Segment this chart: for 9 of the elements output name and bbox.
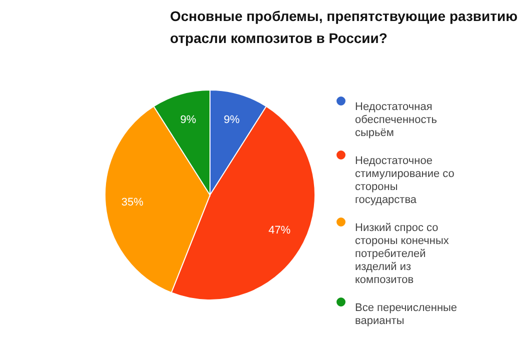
data-label: 35% bbox=[121, 196, 144, 208]
legend-label: Недостаточное стимулирование со стороны государства bbox=[355, 155, 454, 206]
chart-title: Основные проблемы, препятствующие развитию отрасли композитов в России? bbox=[170, 8, 518, 46]
data-label: 9% bbox=[224, 114, 240, 126]
legend-label: Низкий спрос со стороны конечных потребителей изделий из композитов bbox=[355, 222, 450, 286]
data-label: 47% bbox=[268, 224, 291, 236]
data-label: 9% bbox=[180, 114, 196, 126]
legend-label: Недостаточная обеспеченность сырьём bbox=[355, 101, 438, 139]
legend-label: Все перечисленные варианты bbox=[355, 302, 458, 327]
